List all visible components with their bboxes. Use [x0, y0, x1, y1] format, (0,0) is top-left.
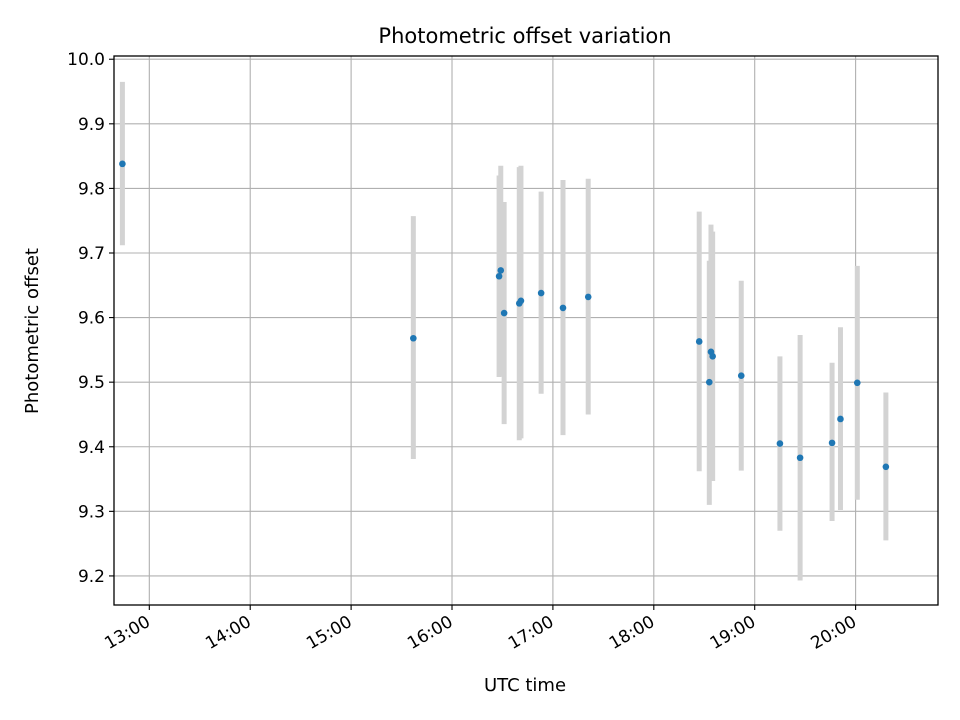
data-point: [559, 304, 567, 312]
chart-title: Photometric offset variation: [378, 24, 671, 48]
y-tick-label: 9.2: [78, 567, 105, 587]
data-point: [776, 440, 784, 447]
data-point: [537, 289, 545, 297]
y-tick-label: 9.4: [78, 438, 105, 458]
data-point: [695, 338, 703, 345]
x-tick-label: 17:00: [505, 612, 557, 654]
data-point: [517, 297, 525, 305]
x-tick-label: 15:00: [303, 612, 355, 654]
data-point: [584, 293, 592, 301]
x-axis-ticks: 13:00 14:00 15:00 16:00 17:00 18:00 19:00 20:00: [101, 605, 860, 654]
plot-frame: [113, 55, 939, 606]
x-tick-label: 14:00: [202, 612, 254, 654]
y-tick-label: 9.7: [78, 244, 105, 264]
grid-lines: [114, 56, 938, 605]
error-bars: [119, 81, 889, 581]
y-tick-label: 9.8: [78, 179, 105, 199]
data-point: [853, 379, 861, 387]
y-axis-label: Photometric offset: [22, 248, 43, 414]
data-points: [119, 160, 890, 471]
data-point: [497, 267, 505, 274]
x-tick-label: 16:00: [404, 612, 456, 654]
y-tick-label: 9.5: [78, 373, 105, 393]
data-point: [705, 378, 713, 386]
data-point: [737, 372, 745, 380]
data-point: [709, 353, 716, 360]
data-point: [119, 160, 126, 168]
x-tick-label: 13:00: [101, 612, 153, 654]
x-axis-label: UTC time: [484, 675, 566, 696]
data-point: [495, 272, 503, 280]
y-tick-label: 10.0: [67, 50, 105, 70]
y-tick-label: 9.3: [78, 502, 105, 522]
data-point: [500, 309, 508, 317]
y-tick-label: 9.9: [78, 115, 105, 135]
x-tick-label: 18:00: [606, 612, 658, 654]
y-axis-ticks: 9.2 9.3 9.4 9.5 9.6 9.7 9.8 9.9 10.0: [67, 50, 114, 587]
data-point: [796, 454, 804, 462]
data-point: [410, 334, 417, 342]
data-point: [828, 439, 836, 447]
x-tick-label: 20:00: [808, 612, 860, 654]
y-tick-label: 9.6: [78, 309, 105, 329]
x-tick-label: 19:00: [707, 612, 759, 654]
data-point: [837, 415, 844, 423]
data-point: [882, 463, 890, 471]
